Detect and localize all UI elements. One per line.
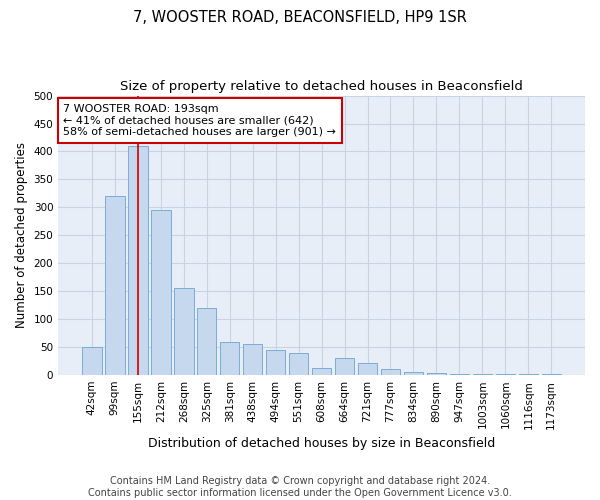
Bar <box>381 370 400 375</box>
Bar <box>312 368 331 375</box>
Bar <box>266 350 286 375</box>
Text: Contains HM Land Registry data © Crown copyright and database right 2024.
Contai: Contains HM Land Registry data © Crown c… <box>88 476 512 498</box>
Bar <box>473 374 492 375</box>
Text: 7 WOOSTER ROAD: 193sqm
← 41% of detached houses are smaller (642)
58% of semi-de: 7 WOOSTER ROAD: 193sqm ← 41% of detached… <box>64 104 337 137</box>
Bar <box>220 342 239 375</box>
Bar <box>289 352 308 375</box>
Bar <box>128 146 148 375</box>
X-axis label: Distribution of detached houses by size in Beaconsfield: Distribution of detached houses by size … <box>148 437 495 450</box>
Y-axis label: Number of detached properties: Number of detached properties <box>15 142 28 328</box>
Bar <box>151 210 170 375</box>
Bar <box>197 308 217 375</box>
Bar <box>243 344 262 375</box>
Bar <box>335 358 355 375</box>
Bar <box>358 363 377 375</box>
Bar <box>496 374 515 375</box>
Bar <box>427 374 446 375</box>
Bar <box>174 288 194 375</box>
Text: 7, WOOSTER ROAD, BEACONSFIELD, HP9 1SR: 7, WOOSTER ROAD, BEACONSFIELD, HP9 1SR <box>133 10 467 25</box>
Bar <box>542 374 561 375</box>
Bar <box>105 196 125 375</box>
Bar <box>404 372 423 375</box>
Title: Size of property relative to detached houses in Beaconsfield: Size of property relative to detached ho… <box>120 80 523 93</box>
Bar <box>449 374 469 375</box>
Bar <box>518 374 538 375</box>
Bar <box>82 347 101 375</box>
